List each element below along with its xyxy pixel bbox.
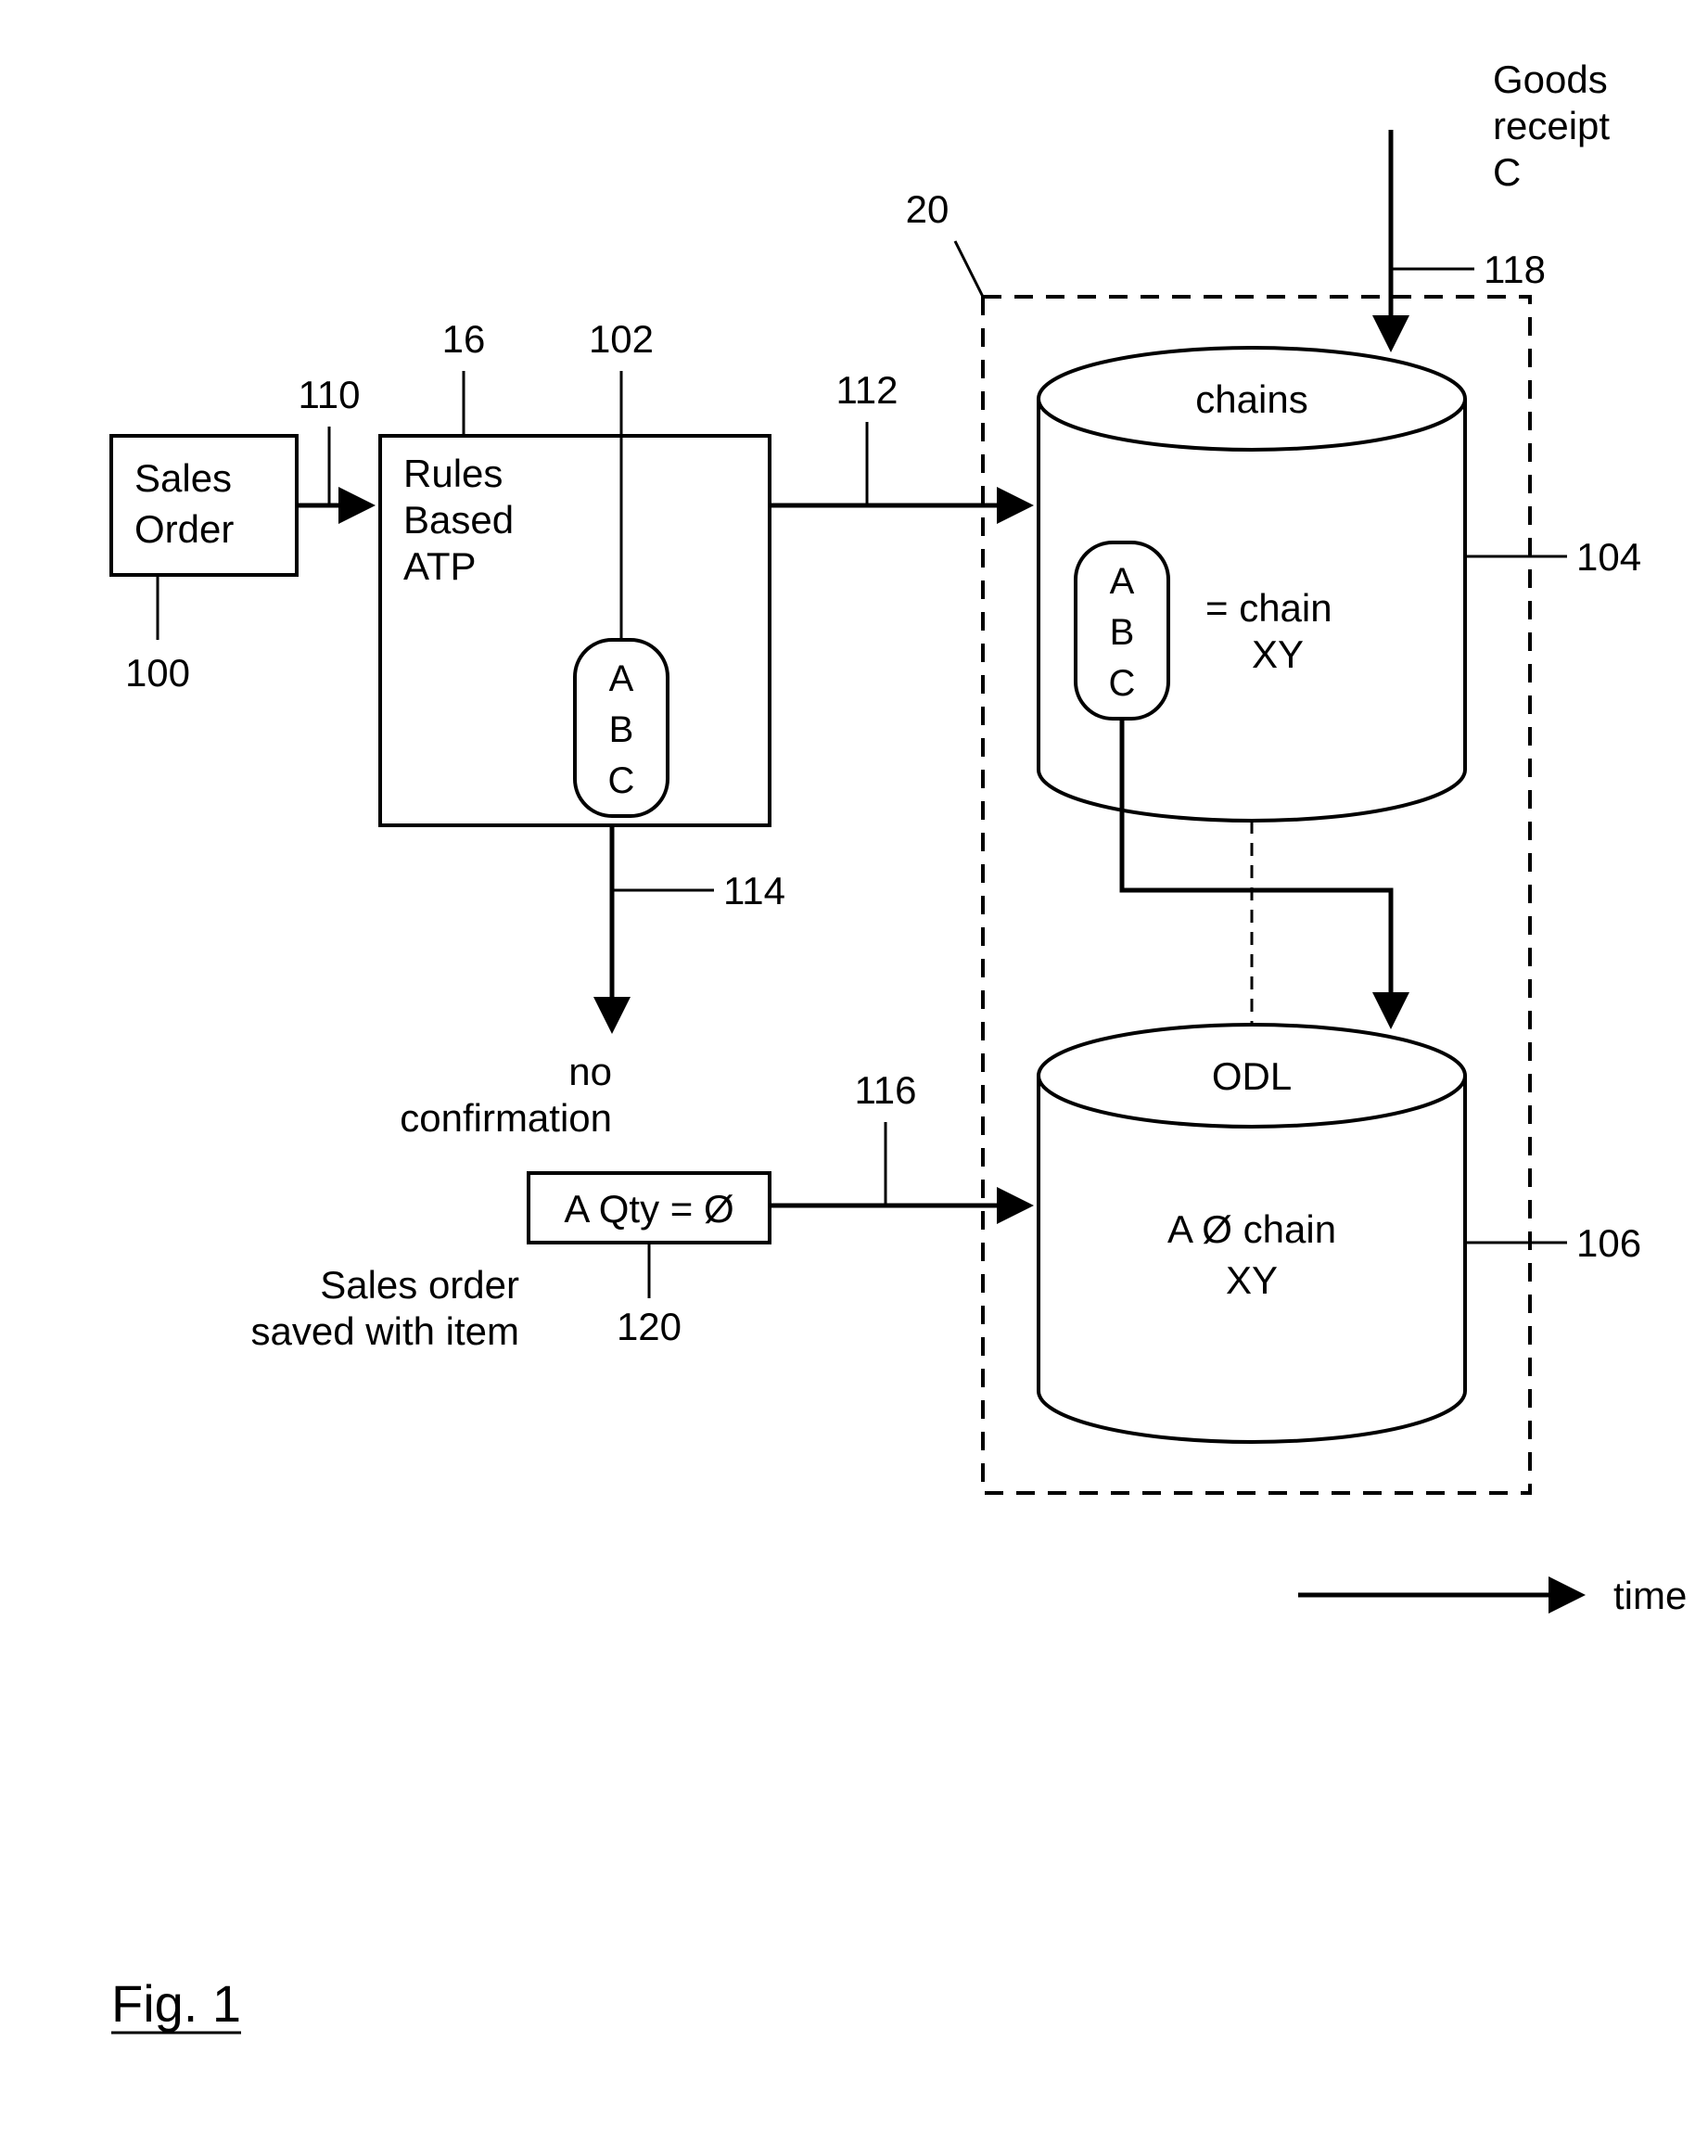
sales-order-box: Sales Order 100 [111,436,297,695]
atp-box-ref: 16 [442,317,486,361]
time-label: time [1613,1574,1687,1617]
odl-text-l1: A Ø chain [1167,1207,1336,1251]
figure-label: Fig. 1 [111,1974,241,2033]
qty-cap-l2: saved with item [251,1309,519,1353]
qty-ref: 120 [617,1305,682,1348]
arrow-atp-chains-ref: 112 [836,368,899,412]
chains-list-c: C [1109,663,1136,704]
arrow-atp-down: 114 no confirmation [400,825,785,1140]
chains-list-a: A [1110,561,1135,602]
goods-l2: receipt [1493,104,1610,147]
atp-list-ref: 102 [589,317,654,361]
qty-text: A Qty = Ø [564,1187,733,1231]
no-confirmation-l2: confirmation [400,1096,612,1140]
odl-text-l2: XY [1226,1258,1278,1302]
sales-order-ref: 100 [125,651,190,695]
atp-box: Rules Based ATP 16 A B C 102 [380,317,770,825]
goods-receipt: Goods receipt C 118 [1391,57,1610,343]
arrow-qty-to-odl: 116 [770,1068,1025,1206]
qty-cap-l1: Sales order [320,1263,519,1307]
qty-box: A Qty = Ø 120 Sales order saved with ite… [251,1173,770,1353]
no-confirmation-l1: no [568,1050,612,1093]
goods-l3: C [1493,150,1521,194]
atp-list-a: A [609,658,634,699]
sales-order-l1: Sales [134,456,232,500]
atp-list-b: B [609,709,634,750]
odl-cylinder: ODL A Ø chain XY 106 [1039,1025,1641,1442]
chains-ref: 104 [1576,535,1641,579]
goods-l1: Goods [1493,57,1608,101]
time-axis: time [1298,1574,1687,1617]
odl-ref: 106 [1576,1221,1641,1265]
atp-t1: Rules [403,452,503,495]
chains-eq-l2: XY [1252,632,1304,676]
arrow-atp-down-ref: 114 [723,869,785,912]
container-ref: 20 [906,187,950,231]
goods-ref: 118 [1484,248,1546,291]
chains-title: chains [1195,377,1307,421]
chains-eq-l1: = chain [1205,586,1332,630]
atp-t3: ATP [403,544,477,588]
sales-order-l2: Order [134,507,234,551]
atp-t2: Based [403,498,514,542]
arrow-atp-to-chains: 112 [770,368,1025,505]
arrow-so-atp-ref: 110 [299,373,361,416]
chains-cylinder: chains A B C = chain XY 104 [1039,348,1641,821]
arrow-so-to-atp: 110 [297,373,366,505]
odl-title: ODL [1212,1054,1292,1098]
arrow-qty-odl-ref: 116 [855,1068,917,1112]
chains-list-b: B [1110,612,1135,653]
atp-list-c: C [608,760,635,801]
